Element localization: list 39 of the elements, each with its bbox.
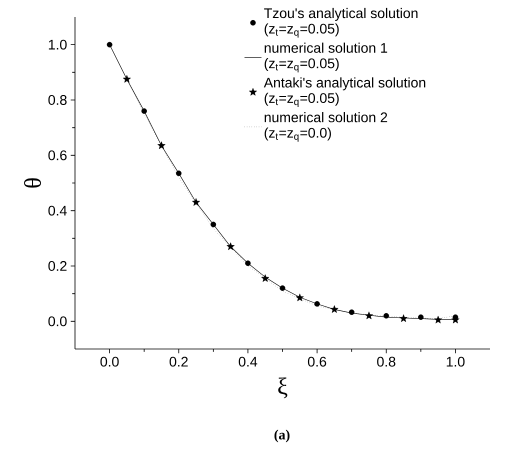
- legend-label: numerical solution 1 (z$_{t}$=z$_{q}$=0.05): [264, 42, 388, 72]
- point: [157, 141, 166, 150]
- x-tick-label: 0.6: [308, 356, 326, 367]
- y-tick-label: 0.2: [48, 261, 67, 271]
- point: [106, 42, 112, 48]
- point: [141, 108, 147, 114]
- point: [314, 301, 320, 307]
- point: [296, 294, 304, 302]
- y-tick-label: 0.4: [48, 206, 67, 216]
- point: [226, 242, 235, 250]
- point: [434, 316, 442, 324]
- point: [210, 222, 216, 228]
- point: [364, 312, 373, 320]
- legend-label: Antaki's analytical solution (z$_{t}$=z$_{q}$=0.05): [264, 77, 426, 108]
- text: (a): [274, 430, 290, 442]
- x-tick-label: 0.2: [170, 356, 188, 367]
- y-axis-title: θ: [24, 178, 41, 188]
- y-tick-label: 0.0: [48, 316, 67, 326]
- legend-label: Tzou's analytical solution (z$_{t}$=z$_{q}$=0.05): [264, 8, 418, 38]
- legend-label: numerical solution 2 (z$_{t}$=z$_{q}$=0.0): [264, 112, 388, 142]
- point: [383, 313, 390, 319]
- x-tick-label: 0.4: [238, 356, 258, 367]
- point: [280, 285, 286, 291]
- point: [176, 170, 182, 176]
- x-axis-title: ξ: [278, 377, 288, 398]
- y-tick-label: 0.6: [48, 150, 67, 160]
- point: [400, 314, 408, 322]
- point: [192, 198, 200, 206]
- x-tick-label: 0.8: [377, 356, 396, 367]
- point: [418, 314, 424, 320]
- point: [245, 260, 251, 266]
- point: [330, 305, 338, 313]
- point: [122, 75, 131, 83]
- y-tick-label: 1.0: [48, 40, 67, 50]
- y-tick-label: 0.8: [48, 95, 67, 105]
- point: [261, 274, 270, 282]
- x-tick-label: 1.0: [446, 356, 465, 367]
- x-tick-label: 0.0: [100, 356, 119, 367]
- point: [348, 309, 354, 315]
